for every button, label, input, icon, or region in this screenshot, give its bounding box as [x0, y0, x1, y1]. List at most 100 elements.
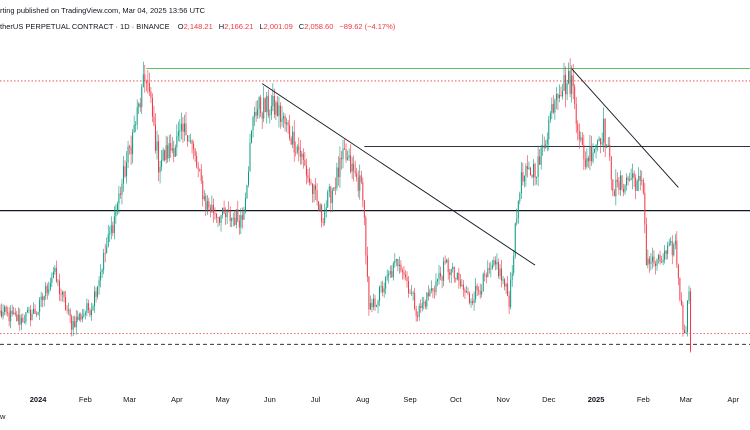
- candle-body: [121, 183, 123, 195]
- candle-body: [17, 314, 19, 322]
- candle-body: [493, 260, 495, 265]
- candle-body: [187, 135, 188, 142]
- candle-body: [133, 124, 135, 133]
- candle-body: [601, 142, 603, 145]
- candle-body: [632, 173, 634, 179]
- candle-body: [641, 180, 643, 181]
- candle-body: [154, 124, 156, 151]
- candle-body: [203, 196, 205, 200]
- candle-body: [403, 272, 405, 275]
- candle-body: [450, 268, 452, 276]
- x-tick-label: 2025: [588, 395, 605, 404]
- candle-body: [103, 253, 105, 270]
- candle-body: [427, 292, 429, 297]
- candle-body: [522, 172, 524, 182]
- candle-body: [418, 305, 420, 317]
- candle-body: [683, 329, 685, 334]
- candle-body: [287, 122, 289, 126]
- candle-body: [645, 224, 647, 265]
- candle-body: [589, 145, 591, 162]
- candle-body: [63, 291, 65, 298]
- candle-body: [529, 167, 531, 176]
- candle-body: [446, 259, 448, 263]
- candle-body: [490, 268, 492, 270]
- candle-body: [83, 314, 85, 317]
- candle-body: [435, 281, 437, 292]
- candle-body: [127, 146, 129, 163]
- x-tick-label: Apr: [171, 395, 183, 404]
- candle-body: [411, 292, 413, 294]
- candle-body: [322, 222, 324, 223]
- candle-body: [107, 234, 109, 247]
- candle-body: [150, 91, 152, 98]
- candle-body: [499, 268, 501, 276]
- candle-body: [380, 286, 382, 288]
- candle-body: [219, 217, 221, 223]
- candle-body: [1, 310, 3, 317]
- candle-body: [626, 177, 628, 186]
- candle-body: [337, 167, 339, 178]
- candle-body: [479, 290, 481, 295]
- candle-body: [119, 193, 121, 195]
- candle-body: [168, 142, 170, 159]
- ohlc-value: 2,166.21: [224, 22, 254, 31]
- ohlc-prefix: C: [298, 22, 305, 31]
- ohlc-prefix: O: [177, 22, 184, 31]
- candle-body: [327, 191, 329, 208]
- candle-body: [609, 144, 611, 157]
- candle-body: [98, 280, 100, 287]
- candle-body: [190, 140, 192, 142]
- candle-body: [537, 156, 539, 177]
- candle-body: [86, 303, 88, 313]
- x-tick-label: Mar: [680, 395, 693, 404]
- candle-body: [475, 285, 477, 300]
- candle-body: [37, 312, 39, 315]
- candle-body: [68, 309, 70, 311]
- candle-body: [412, 292, 414, 294]
- x-tick-label: Mar: [123, 395, 136, 404]
- candle-body: [473, 299, 475, 303]
- candle-body: [517, 201, 519, 219]
- candle-body: [575, 103, 577, 125]
- candle-body: [654, 263, 656, 266]
- candle-body: [296, 146, 298, 153]
- candle-body: [48, 289, 50, 293]
- ohlc-prefix: L: [259, 22, 264, 31]
- candle-body: [549, 113, 551, 120]
- candle-body: [33, 308, 35, 314]
- candle-body: [315, 185, 317, 190]
- candle-body: [676, 240, 678, 265]
- candle-body: [313, 185, 315, 195]
- candle-body: [66, 309, 68, 311]
- candle-body: [94, 291, 96, 307]
- candle-body: [664, 250, 666, 260]
- candle-body: [115, 211, 117, 217]
- candle-body: [345, 149, 347, 160]
- symbol-legend: therUS PERPETUAL CONTRACT · 1D · BINANCE…: [0, 22, 395, 31]
- candle-body: [569, 70, 571, 94]
- candle-body: [496, 262, 498, 265]
- candle-body: [432, 288, 434, 291]
- candle-body: [385, 276, 387, 289]
- symbol-title: therUS PERPETUAL CONTRACT · 1D · BINANCE: [0, 22, 170, 31]
- candle-body: [164, 150, 166, 161]
- candle-body: [226, 210, 228, 218]
- candle-body: [653, 256, 655, 264]
- candle-body: [101, 269, 103, 273]
- candle-body: [650, 261, 652, 264]
- candle-body: [658, 255, 660, 260]
- candle-body: [153, 116, 155, 125]
- candle-body: [159, 167, 161, 173]
- candle-body: [208, 201, 210, 208]
- candle-body: [269, 114, 271, 116]
- candle-body: [342, 148, 344, 160]
- candle-body: [572, 75, 574, 87]
- candle-body: [237, 209, 239, 221]
- candle-body: [19, 314, 21, 325]
- candle-body: [441, 276, 443, 281]
- candle-body: [584, 159, 586, 167]
- candle-body: [4, 306, 6, 312]
- candle-body: [81, 316, 83, 320]
- candle-body: [648, 258, 650, 264]
